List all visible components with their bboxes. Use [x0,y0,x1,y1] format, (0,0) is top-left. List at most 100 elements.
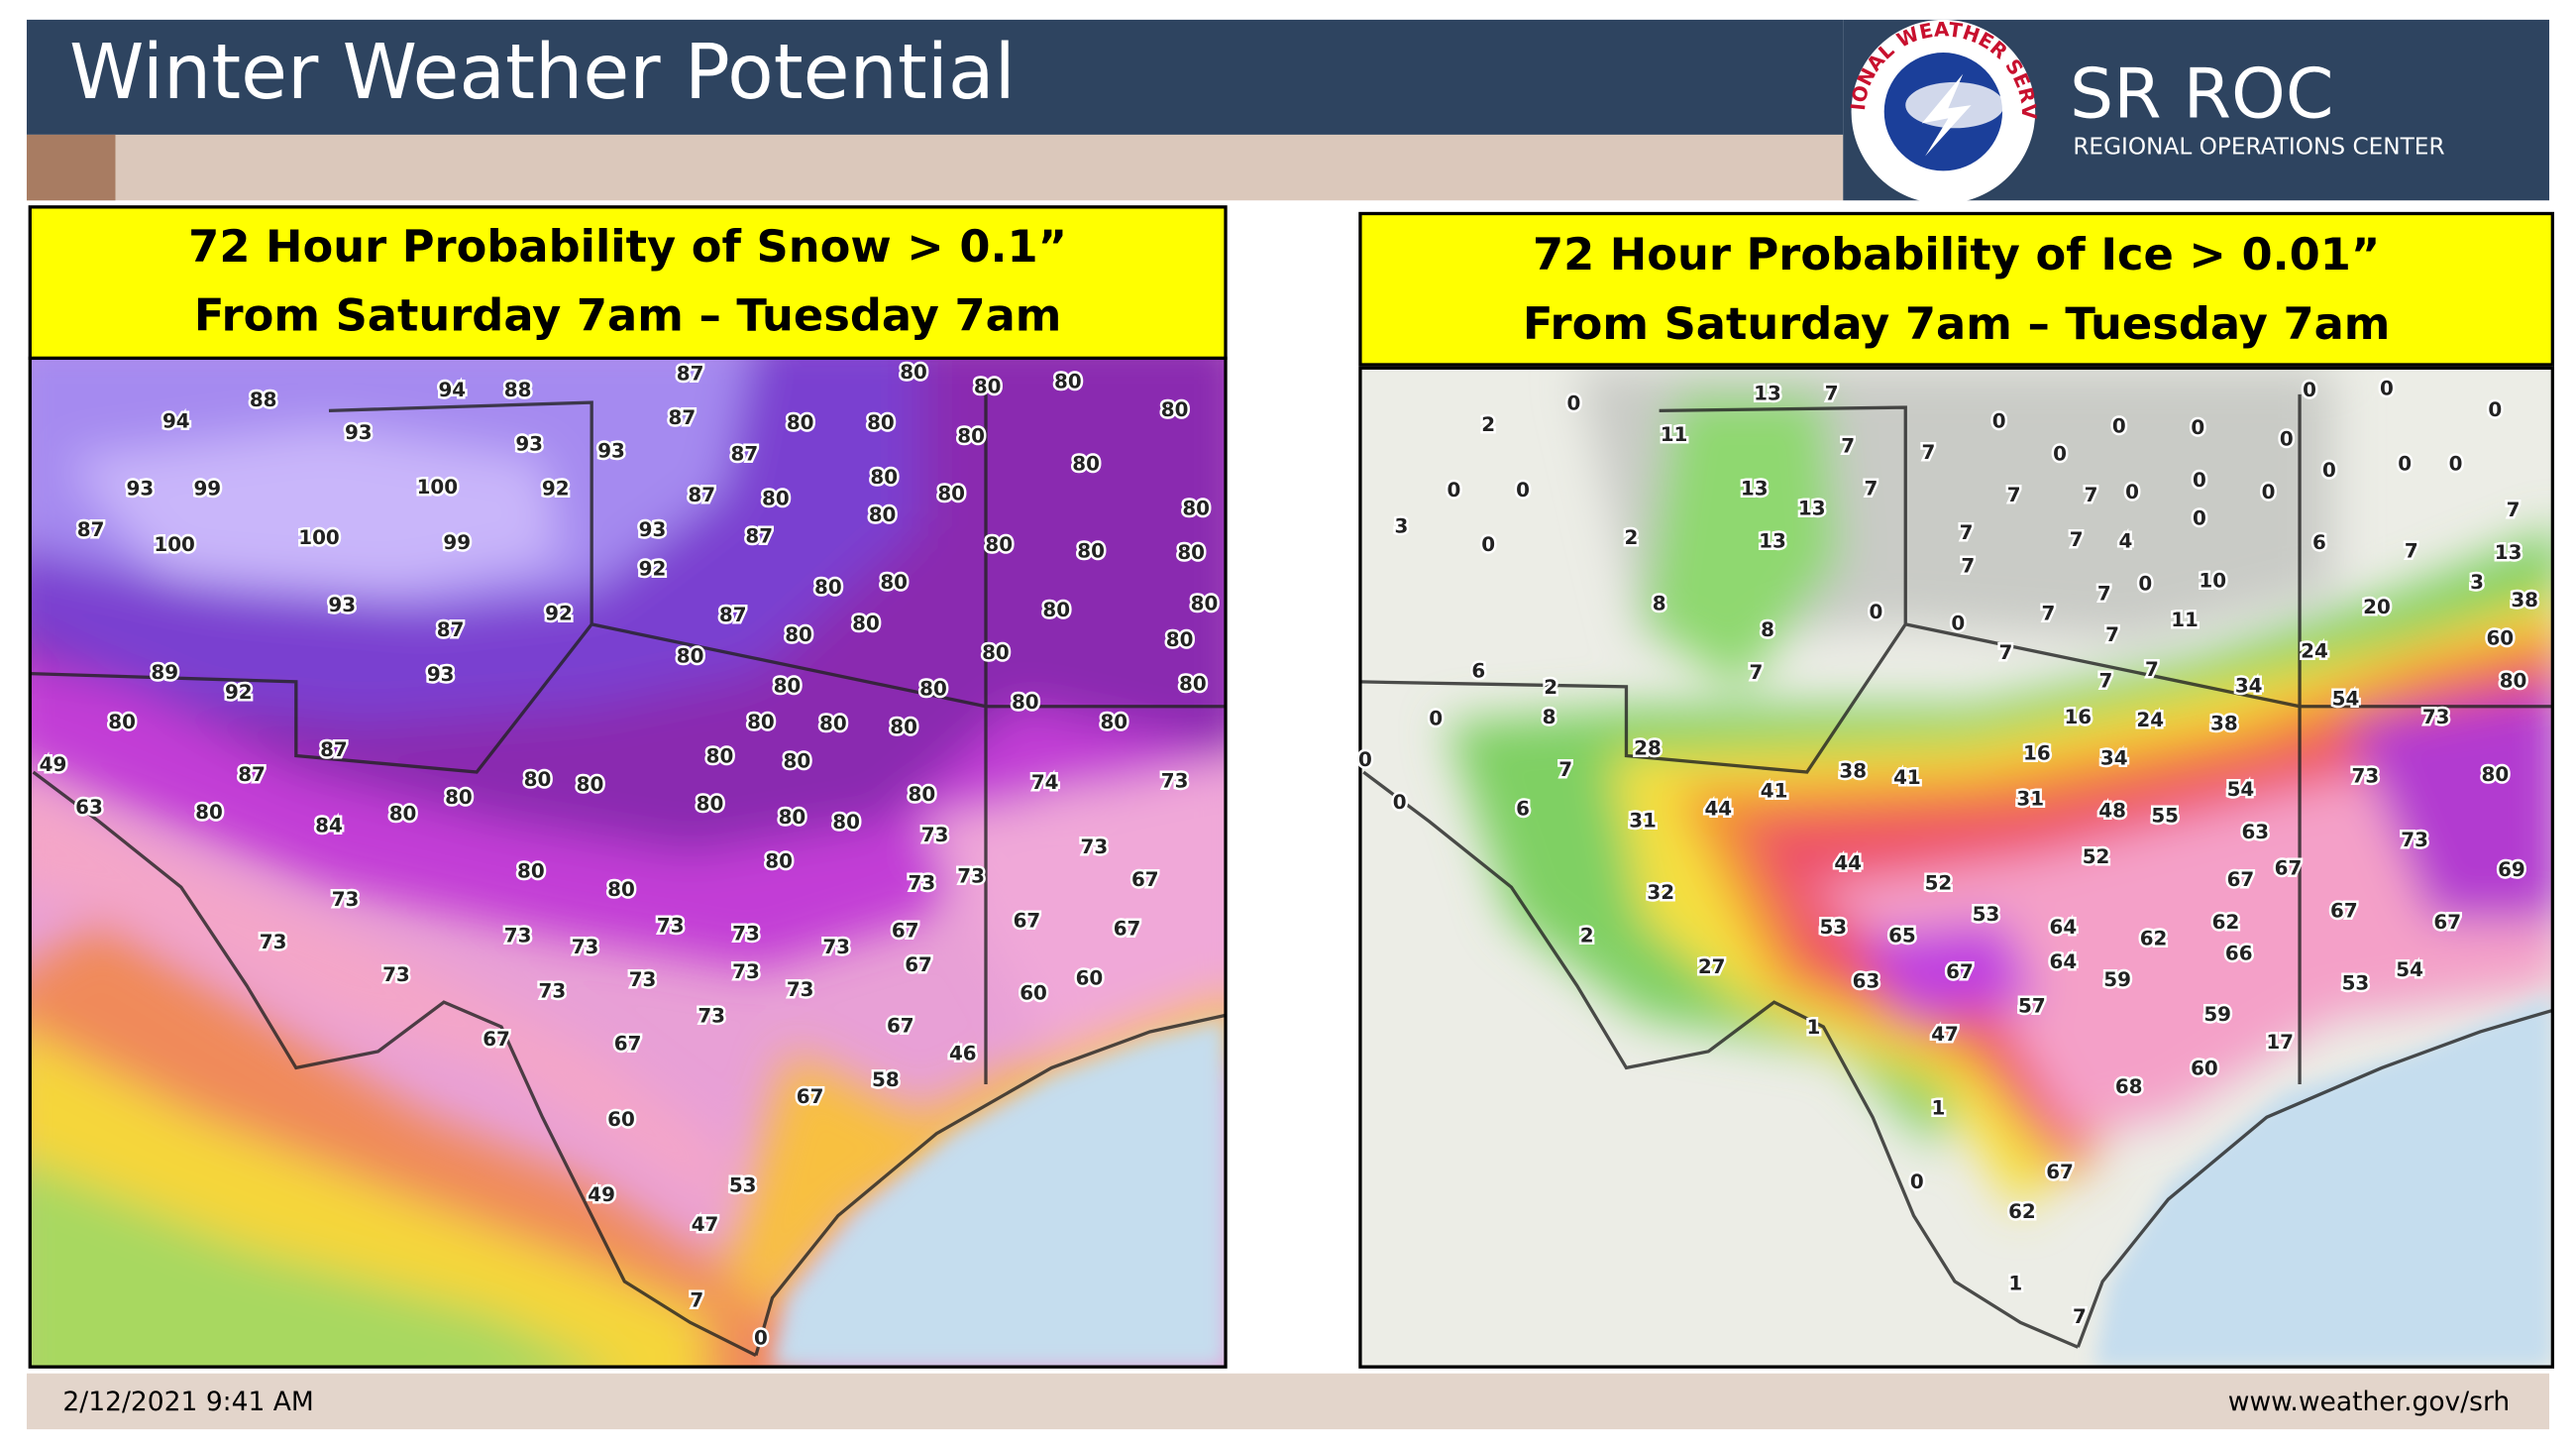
map-label: 80 [937,482,965,504]
map-label: 80 [985,533,1013,556]
map-label: 3 [2470,571,2484,594]
map-label: 100 [154,533,195,556]
map-label: 80 [890,716,917,738]
map-label: 80 [919,678,947,701]
map-label: 0 [1393,791,1407,814]
map-label: 0 [2125,481,2139,503]
panel-subtitle: From Saturday 7am – Tuesday 7am [194,289,1062,342]
map-label: 93 [639,518,667,541]
header-bar [26,19,1844,135]
map-label: 80 [697,793,724,816]
map-label: 73 [2352,765,2380,788]
map-label: 87 [669,406,697,429]
map-label: 60 [2191,1058,2218,1080]
map-label: 1 [2008,1273,2022,1295]
map-label: 34 [2235,674,2263,697]
map-label: 73 [382,963,410,986]
map-label: 73 [2401,829,2428,851]
panel-title: 72 Hour Probability of Ice > 0.01” [1533,228,2380,280]
map-label: 0 [2488,398,2502,421]
map-label: 8 [1543,706,1556,728]
map-label: 13 [1798,497,1826,519]
map-label: 87 [320,738,348,761]
header-accent [26,134,116,201]
map-label: 62 [2008,1200,2036,1223]
map-label: 0 [2398,453,2412,476]
map-label: 6 [1471,659,1485,682]
map-label: 65 [1888,924,1916,947]
map-label: 80 [870,466,898,489]
map-label: 0 [1992,410,2006,433]
map-label: 0 [1910,1170,1924,1193]
map-label: 52 [2083,845,2110,868]
map-label: 48 [2098,799,2126,822]
map-label: 73 [1081,836,1109,858]
map-label: 0 [2449,453,2463,476]
map-label: 80 [765,850,793,873]
map-label: 63 [2241,821,2269,843]
map-label: 38 [2511,589,2538,612]
map-label: 100 [417,476,458,499]
map-label: 93 [328,594,356,616]
map-label: 0 [1481,533,1495,556]
map-label: 80 [814,576,842,599]
header-strip [26,134,1844,201]
map-label: 80 [880,571,908,594]
map-label: 80 [909,783,936,806]
ice-map [1359,368,2553,1368]
map-label: 67 [1946,960,1974,983]
map-label: 80 [819,713,847,735]
map-label: 92 [225,681,253,704]
map-label: 73 [822,936,850,958]
map-label: 80 [779,806,806,829]
map-label: 7 [2507,499,2521,521]
map-label: 7 [1998,641,2012,664]
map-label: 7 [2097,583,2111,606]
map-label: 7 [1922,441,1936,464]
map-label: 62 [2140,928,2168,950]
map-label: 11 [2171,609,2199,631]
map-label: 80 [1177,541,1205,564]
map-label: 92 [639,558,667,581]
panel-subtitle: From Saturday 7am – Tuesday 7am [1523,297,2391,350]
map-label: 87 [77,518,105,541]
map-label: 7 [1841,434,1855,457]
snow-map [30,358,1227,1368]
map-label: 87 [437,618,465,641]
map-label: 13 [1754,382,1781,404]
map-label: 41 [1761,779,1788,802]
map-label: 67 [483,1028,510,1051]
map-label: 80 [1191,592,1219,614]
map-label: 87 [730,443,758,466]
map-label: 73 [732,923,760,946]
map-label: 41 [1893,766,1921,789]
map-label: 80 [852,612,880,634]
map-label: 2 [1544,676,1557,699]
map-label: 80 [774,674,802,697]
map-label: 53 [1819,916,1847,939]
page-title: Winter Weather Potential [69,28,1016,116]
map-label: 80 [1161,398,1189,421]
map-label: 67 [905,953,932,976]
map-label: 80 [1042,599,1070,621]
map-label: 67 [1131,868,1159,891]
map-label: 60 [1076,966,1104,989]
map-label: 80 [517,860,545,883]
map-label: 80 [982,641,1010,664]
map-label: 17 [2266,1031,2294,1054]
map-label: 80 [1072,453,1100,476]
map-label: 73 [572,936,599,958]
map-label: 93 [345,421,373,444]
map-label: 67 [1014,909,1041,932]
map-label: 80 [2500,669,2527,692]
map-label: 2 [1481,413,1495,436]
map-label: 60 [1020,981,1047,1004]
map-label: 7 [1960,521,1974,544]
map-label: 54 [2227,778,2255,801]
map-label: 60 [607,1108,635,1131]
map-label: 0 [2193,469,2206,492]
map-label: 10 [2199,569,2226,592]
map-label: 88 [250,389,277,411]
org-name: SR ROC [2070,54,2333,134]
map-label: 58 [872,1068,900,1091]
